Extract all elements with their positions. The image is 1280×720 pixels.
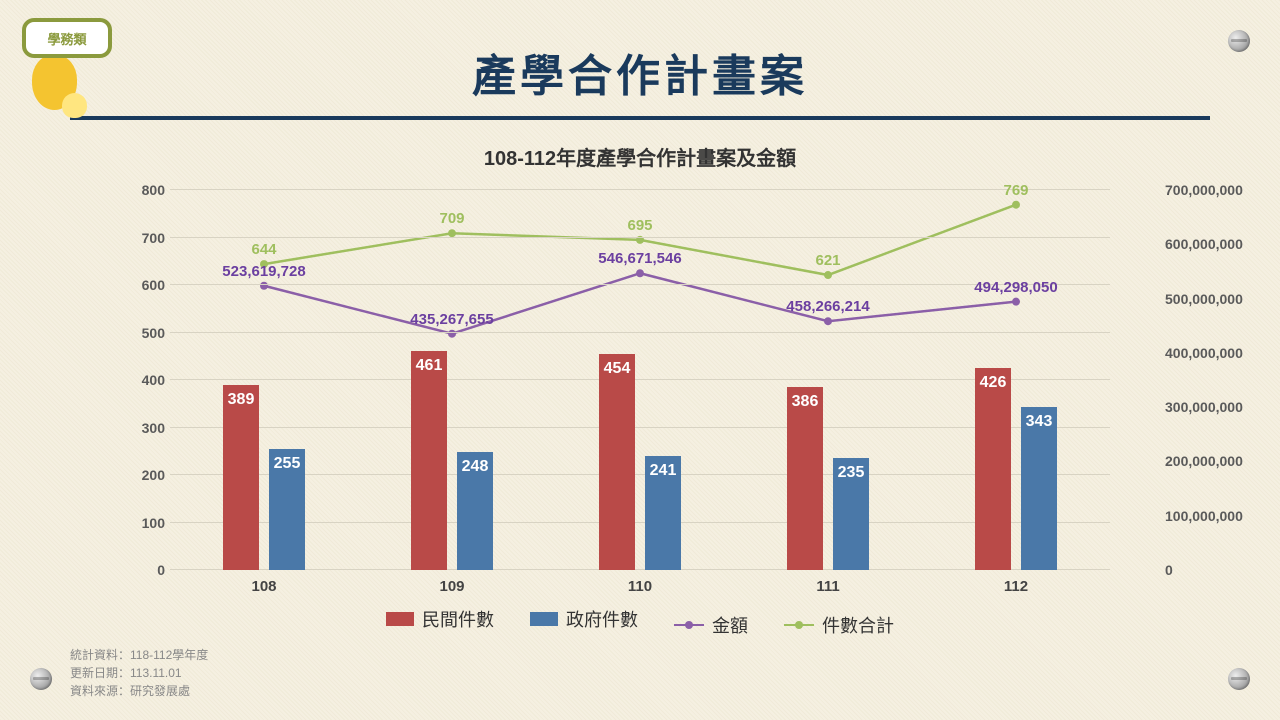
gridline (170, 237, 1110, 238)
y-left-tick: 300 (55, 420, 165, 436)
mascot-icon (22, 50, 92, 120)
chart-subtitle: 108-112年度產學合作計畫案及金額 (0, 142, 1280, 171)
y-left-tick: 800 (55, 182, 165, 198)
y-right-tick: 400,000,000 (1165, 345, 1275, 361)
legend-item: 件數合計 (784, 612, 894, 638)
footer-meta: 統計資料：118-112學年度 更新日期：113.11.01 資料來源：研究發展… (70, 646, 208, 700)
screw-decoration (30, 668, 52, 690)
gridline (170, 284, 1110, 285)
footer-source: 資料來源：研究發展處 (70, 682, 208, 700)
bar-private: 461 (411, 351, 447, 570)
chart-area: 0100200300400500600700800 38925546124845… (120, 190, 1160, 600)
x-axis-label: 108 (251, 578, 276, 595)
bar-label: 461 (411, 357, 447, 375)
x-axis-label: 112 (1004, 578, 1028, 595)
bar-label: 386 (787, 393, 823, 411)
line-data-label: 621 (815, 252, 840, 269)
line-data-label: 709 (439, 210, 464, 227)
x-axis-label: 110 (628, 578, 652, 595)
line-data-label: 644 (251, 241, 276, 258)
legend: 民間件數 政府件數 金額 件數合計 (0, 606, 1280, 638)
screw-decoration (1228, 30, 1250, 52)
bar-private: 454 (599, 354, 635, 570)
bar-label: 343 (1021, 413, 1057, 431)
line-data-label: 523,619,728 (222, 263, 305, 280)
bar-private: 386 (787, 387, 823, 570)
gridline (170, 189, 1110, 190)
x-axis-label: 109 (439, 578, 464, 595)
category-badge: 學務類 (22, 18, 112, 58)
line-layer (170, 190, 1110, 570)
y-left-tick: 0 (55, 562, 165, 578)
line-data-label: 769 (1003, 182, 1028, 199)
y-axis-left: 0100200300400500600700800 (55, 190, 165, 570)
legend-item: 政府件數 (530, 606, 638, 632)
y-right-tick: 600,000,000 (1165, 236, 1275, 252)
x-axis: 108 109 110 111 112 (170, 570, 1110, 600)
title-underline (70, 116, 1210, 120)
bar-private: 426 (975, 368, 1011, 570)
bar-label: 241 (645, 462, 681, 480)
y-left-tick: 200 (55, 467, 165, 483)
y-right-tick: 0 (1165, 562, 1275, 578)
bar-private: 389 (223, 385, 259, 570)
bar-label: 454 (599, 360, 635, 378)
footer-update-date: 更新日期：113.11.01 (70, 664, 208, 682)
footer-stat-period: 統計資料：118-112學年度 (70, 646, 208, 664)
y-right-tick: 100,000,000 (1165, 508, 1275, 524)
line-data-label: 435,267,655 (410, 311, 493, 328)
bar-label: 426 (975, 374, 1011, 392)
y-left-tick: 500 (55, 325, 165, 341)
bar-government: 343 (1021, 407, 1057, 570)
y-left-tick: 400 (55, 372, 165, 388)
bar-label: 248 (457, 458, 493, 476)
y-axis-right: 0100,000,000200,000,000300,000,000400,00… (1165, 190, 1275, 570)
gridline (170, 379, 1110, 380)
category-badge-label: 學務類 (47, 29, 86, 48)
y-left-tick: 700 (55, 230, 165, 246)
y-right-tick: 300,000,000 (1165, 399, 1275, 415)
page-title: 產學合作計畫案 (0, 0, 1280, 104)
legend-item: 金額 (674, 612, 748, 638)
line-data-label: 458,266,214 (786, 298, 869, 315)
x-axis-label: 111 (816, 578, 839, 595)
line-data-label: 546,671,546 (598, 250, 681, 267)
y-right-tick: 700,000,000 (1165, 182, 1275, 198)
gridline (170, 474, 1110, 475)
bar-label: 255 (269, 455, 305, 473)
bar-government: 255 (269, 449, 305, 570)
bar-government: 241 (645, 456, 681, 570)
screw-decoration (1228, 668, 1250, 690)
y-right-tick: 500,000,000 (1165, 291, 1275, 307)
y-left-tick: 600 (55, 277, 165, 293)
gridline (170, 522, 1110, 523)
y-right-tick: 200,000,000 (1165, 453, 1275, 469)
gridline (170, 427, 1110, 428)
legend-label: 民間件數 (422, 606, 494, 632)
line-data-label: 494,298,050 (974, 279, 1057, 296)
gridline (170, 332, 1110, 333)
y-left-tick: 100 (55, 515, 165, 531)
legend-label: 政府件數 (566, 606, 638, 632)
bar-government: 248 (457, 452, 493, 570)
plot-area: 389 255 461 248 454 241 386 235 426 343 644 709 695 6… (170, 190, 1110, 570)
line-data-label: 695 (627, 217, 652, 234)
bar-government: 235 (833, 458, 869, 570)
legend-label: 金額 (712, 612, 748, 638)
legend-label: 件數合計 (822, 612, 894, 638)
legend-item: 民間件數 (386, 606, 494, 632)
bar-label: 235 (833, 464, 869, 482)
bar-label: 389 (223, 391, 259, 409)
